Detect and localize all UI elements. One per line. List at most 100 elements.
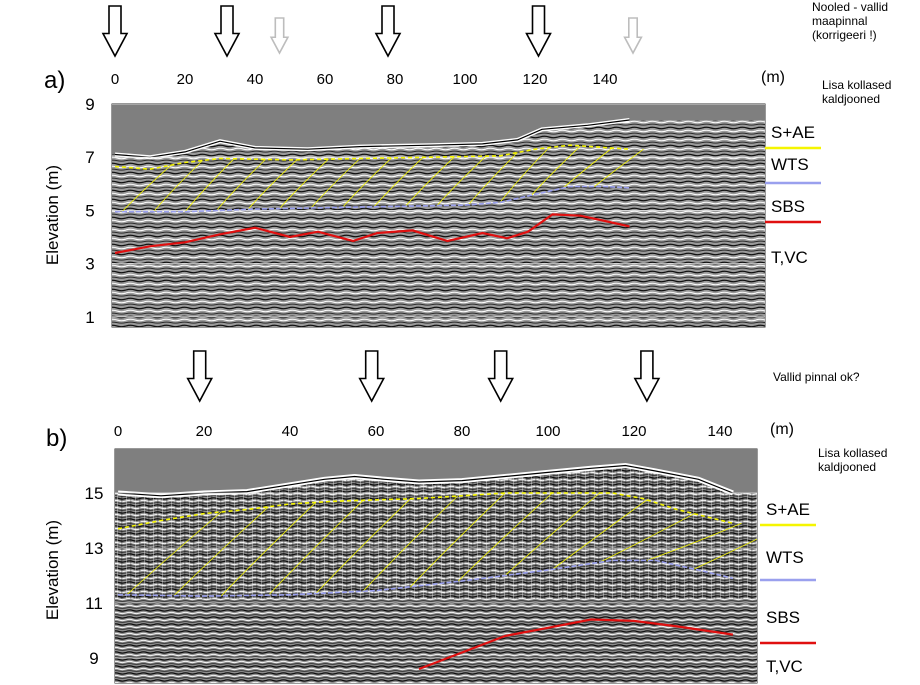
x-axis-ticks-b: 0 20 40 60 80 100 120 140	[114, 423, 733, 440]
reflector-line	[173, 506, 269, 596]
reflector-line	[373, 157, 424, 208]
down-arrow-icon	[374, 5, 402, 58]
x-tick-label: 140	[592, 71, 617, 88]
y-tick-label: 3	[85, 255, 94, 274]
note-top: Nooled - vallid maapinnal (korrigeeri !)	[812, 0, 888, 42]
down-arrow-icon	[633, 350, 661, 403]
x-tick-label: 0	[114, 423, 122, 440]
down-arrow-icon	[487, 350, 515, 403]
panel-a: a) 0 20 40 60 80 100 120 140 (m) 9 7 5 3 1 Elevatio…	[43, 5, 821, 328]
x-tick-label: 120	[522, 71, 547, 88]
panel-a-letter: a)	[44, 67, 65, 94]
survey-arrows-a	[101, 5, 643, 58]
reflector-line	[562, 147, 613, 189]
unit-label: T,VC	[771, 248, 808, 267]
y-tick-label: 11	[85, 594, 103, 613]
boundary-blue-b	[117, 559, 734, 597]
reflector-line	[220, 502, 317, 597]
note-middle: Vallid pinnal ok?	[773, 370, 860, 384]
reflector-line	[410, 492, 506, 588]
reflector-line	[594, 148, 644, 187]
note-panel-a-line: kaldjooned	[822, 92, 881, 106]
reflector-line	[457, 492, 553, 582]
boundary-red-b	[418, 618, 734, 671]
boundary-yellow-a	[114, 144, 630, 171]
reflector-line	[184, 158, 235, 212]
inclined-reflectors-a	[121, 145, 644, 212]
x-unit-b: (m)	[770, 421, 794, 438]
unit-label: SBS	[771, 197, 805, 216]
reflector-line	[468, 152, 518, 206]
x-tick-label: 20	[196, 423, 213, 440]
grid-b	[115, 492, 757, 659]
x-unit-a: (m)	[761, 69, 785, 86]
down-arrow-icon	[213, 5, 241, 58]
reflector-line	[531, 145, 581, 196]
note-panel-b-line: kaldjooned	[818, 460, 877, 474]
unit-label: WTS	[771, 155, 809, 174]
reflector-line	[552, 499, 648, 570]
note-panel-a-line: Lisa kollased	[822, 78, 892, 92]
x-tick-label: 80	[387, 71, 404, 88]
down-arrow-icon	[186, 350, 214, 403]
x-tick-label: 100	[452, 71, 477, 88]
x-tick-label: 60	[368, 423, 385, 440]
reflector-line	[153, 160, 203, 212]
x-tick-label: 20	[177, 71, 194, 88]
reflector-line	[279, 158, 329, 209]
reflector-line	[694, 538, 757, 570]
y-tick-label: 1	[85, 308, 94, 327]
y-tick-label: 15	[85, 484, 104, 503]
boundary-red-a	[114, 213, 630, 255]
unit-labels-b: S+AE WTS SBS T,VC	[760, 500, 816, 676]
reflector-line	[315, 498, 411, 594]
y-tick-label: 13	[85, 539, 104, 558]
boundary-blue-a	[115, 185, 630, 213]
x-tick-label: 40	[247, 71, 264, 88]
y-axis-label-a: Elevation (m)	[43, 165, 62, 265]
note-top-line: Nooled - vallid	[812, 0, 889, 14]
reflector-line	[599, 513, 695, 563]
reflector-line	[362, 495, 458, 592]
down-arrow-icon	[358, 350, 386, 403]
reflector-line	[216, 159, 266, 211]
ground-surface-edge-b	[117, 464, 734, 497]
note-panel-a: Lisa kollased kaldjooned	[822, 78, 891, 106]
note-panel-b-line: Lisa kollased	[818, 446, 888, 460]
y-axis-label-b: Elevation (m)	[43, 520, 62, 620]
note-top-line: maapinnal	[812, 14, 868, 28]
reflector-line	[342, 157, 392, 208]
y-axis-ticks-b: 15 13 11 9	[85, 484, 104, 668]
x-tick-label: 60	[317, 71, 334, 88]
reflector-line	[436, 155, 487, 206]
reflector-line	[121, 164, 172, 212]
unit-label: T,VC	[766, 657, 803, 676]
reflector-line	[126, 511, 222, 596]
unit-label: S+AE	[771, 123, 815, 142]
reflector-line	[646, 522, 742, 561]
y-tick-label: 9	[85, 95, 94, 114]
y-axis-ticks-a: 9 7 5 3 1	[85, 95, 94, 327]
unit-label: S+AE	[766, 500, 810, 519]
x-tick-label: 100	[535, 423, 560, 440]
radargram-a	[112, 104, 765, 327]
reflector-line	[405, 156, 455, 207]
reflector-line	[499, 147, 550, 203]
x-tick-label: 40	[282, 423, 299, 440]
ground-surface-edge-a	[114, 119, 630, 158]
down-arrow-icon	[525, 5, 552, 58]
x-tick-label: 120	[621, 423, 646, 440]
panel-b: b) 0 20 40 60 80 100 120 140 (m) 15 13 11 9 Elevat…	[43, 350, 816, 684]
unit-labels-a: S+AE WTS SBS T,VC	[765, 123, 821, 267]
x-axis-ticks-a: 0 20 40 60 80 100 120 140	[111, 71, 618, 88]
note-panel-b: Lisa kollased kaldjooned	[818, 446, 887, 474]
inclined-reflectors-b	[126, 492, 757, 597]
reflector-line	[247, 159, 298, 210]
x-tick-label: 140	[707, 423, 732, 440]
y-tick-label: 5	[85, 201, 94, 220]
boundary-yellow-b	[117, 492, 734, 530]
sky-a	[112, 104, 765, 158]
down-arrow-icon	[101, 5, 129, 58]
reflector-line	[268, 500, 364, 596]
